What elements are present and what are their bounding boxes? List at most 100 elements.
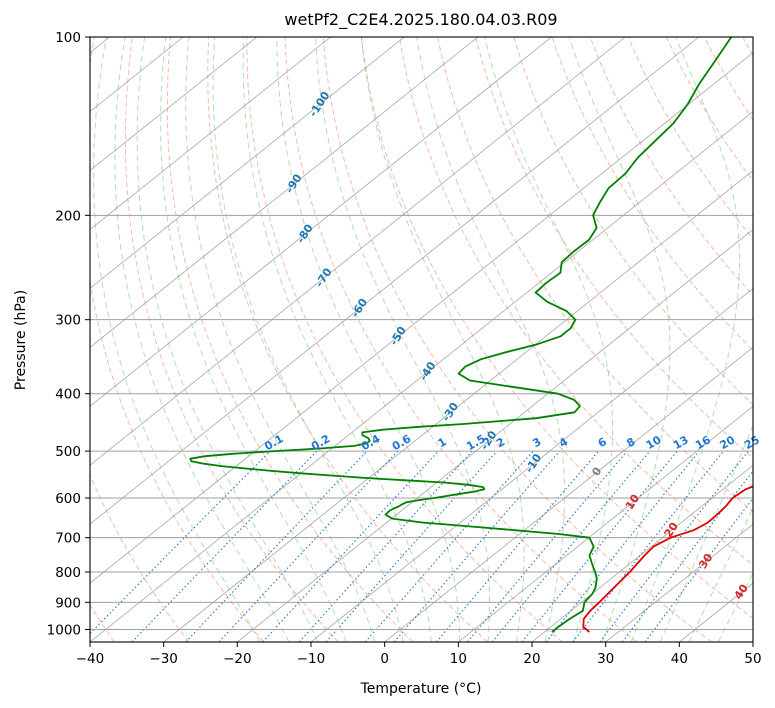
moist-adiabat-line (717, 572, 753, 642)
isotherm-line (310, 287, 753, 642)
isotherm-line (90, 52, 753, 584)
dry-adiabat-line (589, 37, 753, 296)
moist-adiabat-line (568, 37, 671, 642)
mixing-ratio-line (644, 497, 753, 642)
dry-adiabat-line (207, 37, 488, 642)
chart-title: wetPf2_C2E4.2025.180.04.03.R09 (284, 10, 557, 30)
mixing-ratio-line (435, 450, 600, 642)
isotherm-line (90, 37, 405, 289)
isotherm-label: 40 (732, 582, 751, 602)
moist-adiabat-line (185, 37, 376, 642)
y-tick-label: 700 (55, 531, 81, 547)
x-tick-label: −20 (223, 651, 252, 667)
mixing-ratio-label: 16 (693, 433, 713, 452)
mixing-ratio-line (131, 450, 318, 642)
isotherm-line (237, 228, 753, 642)
isotherm-label: -80 (294, 222, 316, 246)
mixing-ratio-line (467, 450, 628, 642)
mixing-ratio-label: 4 (557, 435, 570, 450)
isotherm-line (384, 346, 753, 642)
isotherm-line (90, 37, 331, 230)
x-tick-label: 50 (744, 651, 761, 667)
mixing-ratio-line (621, 470, 753, 642)
dry-adiabat-line (475, 37, 753, 459)
moist-adiabat-line (242, 37, 432, 642)
pressure-grid (90, 36, 753, 630)
isotherm-label: -100 (307, 89, 333, 119)
isotherm-label: -30 (440, 400, 462, 424)
y-tick-label: 300 (55, 313, 81, 329)
dry-adiabat-line (437, 37, 753, 513)
moist-adiabat-line (315, 37, 490, 642)
x-tick-label: 0 (380, 651, 389, 667)
mixing-ratio-label: 1 (436, 435, 449, 450)
isotherm-label: -90 (283, 171, 305, 195)
x-tick-label: −10 (297, 651, 326, 667)
axes: −40 −30 −20 −10 0 10 20 30 40 5010020030040050060… (47, 30, 762, 667)
isotherm-line (679, 582, 753, 642)
moist-adiabat-line (659, 424, 753, 642)
isotherm-line (752, 641, 753, 642)
x-tick-label: 20 (523, 651, 540, 667)
moist-adiabat-line (212, 37, 404, 642)
y-axis-title: Pressure (hPa) (13, 290, 29, 390)
dry-adiabat-line (513, 37, 753, 406)
isotherm-line (531, 464, 753, 642)
mixing-ratio-line (393, 450, 561, 642)
mixing-ratio-line (491, 450, 651, 642)
isotherm-line (90, 37, 626, 466)
moist-adiabat-line (484, 37, 613, 642)
y-tick-label: 200 (55, 208, 81, 224)
moist-adiabat-line (630, 37, 740, 642)
dry-adiabat-line (360, 37, 753, 619)
x-axis-title: Temperature (°C) (360, 681, 482, 697)
dry-adiabat-line (704, 37, 753, 121)
dry-adiabat-line (666, 37, 753, 182)
mixing-ratio-label: 2 (494, 435, 507, 450)
moist-adiabat-line (93, 37, 261, 642)
mixing-ratio-line (545, 450, 700, 642)
isotherm-label: 30 (696, 551, 715, 571)
mixing-ratio-line (218, 450, 399, 642)
isotherm-label: -70 (313, 265, 335, 289)
y-tick-label: 500 (55, 444, 81, 460)
mixing-ratio-label: 6 (596, 435, 609, 450)
dry-adiabat-line (124, 37, 339, 642)
isotherm-line (90, 111, 753, 642)
mixing-ratio-line (185, 450, 368, 642)
y-tick-label: 100 (55, 30, 81, 46)
x-tick-label: −30 (149, 651, 178, 667)
isotherm-line (90, 37, 700, 525)
moist-adiabat-line (114, 37, 290, 642)
y-tick-label: 1000 (47, 622, 81, 638)
mixing-ratio-label: 0.2 (309, 432, 332, 453)
isopleth-labels: -100-90-80-70-60-50-40-30-20-10 010203040… (262, 89, 762, 602)
isotherm-label: 20 (662, 520, 681, 540)
isotherm-line (90, 37, 258, 172)
dry-adiabat-line (322, 37, 712, 642)
dry-adiabat-line (742, 37, 753, 57)
temperature-line (582, 485, 753, 633)
x-tick-label: 40 (671, 651, 688, 667)
mixing-ratio-line (364, 450, 534, 642)
y-tick-label: 800 (55, 565, 81, 581)
isotherm-line (90, 37, 479, 348)
isotherm-line (90, 37, 552, 407)
x-tick-label: 10 (450, 651, 467, 667)
background-lines (90, 37, 753, 642)
plot-frame (89, 36, 754, 643)
mixing-ratio-line (572, 450, 725, 642)
isotherm-line (605, 523, 753, 642)
moist-adiabat-line (688, 507, 753, 642)
y-tick-label: 400 (55, 387, 81, 403)
isotherm-label: 10 (623, 492, 642, 512)
mixing-ratio-label: 20 (717, 433, 737, 452)
mixing-ratio-line (90, 450, 271, 635)
dry-adiabat-line (399, 37, 753, 566)
isotherm-line (458, 405, 753, 642)
x-tick-label: 30 (597, 651, 614, 667)
y-tick-label: 600 (55, 491, 81, 507)
dry-adiabat-line (284, 37, 638, 642)
